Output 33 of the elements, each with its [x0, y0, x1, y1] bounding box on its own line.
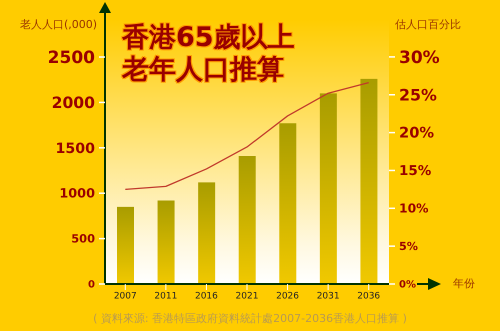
x-tick-label: 2007: [114, 291, 137, 302]
y-tick-label: 1500: [56, 140, 96, 157]
x-tick-label: 2021: [236, 291, 258, 302]
y2-tick-label: 25%: [399, 85, 438, 104]
y2-tick-label: 15%: [399, 163, 432, 180]
y-tick-label: 500: [71, 232, 96, 246]
bar: [198, 182, 216, 284]
y-tick-label: 2000: [52, 94, 96, 112]
bar: [117, 206, 134, 284]
bar: [320, 93, 337, 284]
y2-axis-title: 估人口百分比: [395, 17, 461, 32]
bar: [238, 156, 256, 284]
x-axis-title: 年份: [453, 276, 475, 291]
y2-tick-label: 30%: [399, 48, 440, 68]
x-tick-label: 2031: [316, 291, 340, 302]
bar: [279, 123, 296, 284]
text: 香港65歲以上老年人口推算: [122, 22, 296, 86]
y2-tick-label: 20%: [399, 124, 434, 142]
bar: [360, 78, 378, 284]
x-tick-label: 2011: [154, 291, 178, 302]
line-series: [124, 82, 370, 190]
y-tick-label: 1000: [59, 186, 96, 202]
x-tick-label: 2026: [276, 291, 300, 302]
y2-tick-label: 0%: [399, 280, 416, 290]
text: ( 資料來源: 香港特區政府資料統計處2007-2036香港人口推算 ): [92, 311, 408, 326]
bar: [158, 200, 175, 284]
y-tick-label: 2500: [48, 48, 96, 68]
y2-tick-label: 5%: [399, 240, 418, 254]
y-tick-label: 0: [88, 280, 96, 290]
y-axis-title: 老人人口(,000): [20, 17, 98, 32]
x-tick-label: 2036: [357, 291, 380, 302]
x-tick-label: 2016: [194, 291, 218, 302]
y2-tick-label: 10%: [399, 202, 429, 216]
